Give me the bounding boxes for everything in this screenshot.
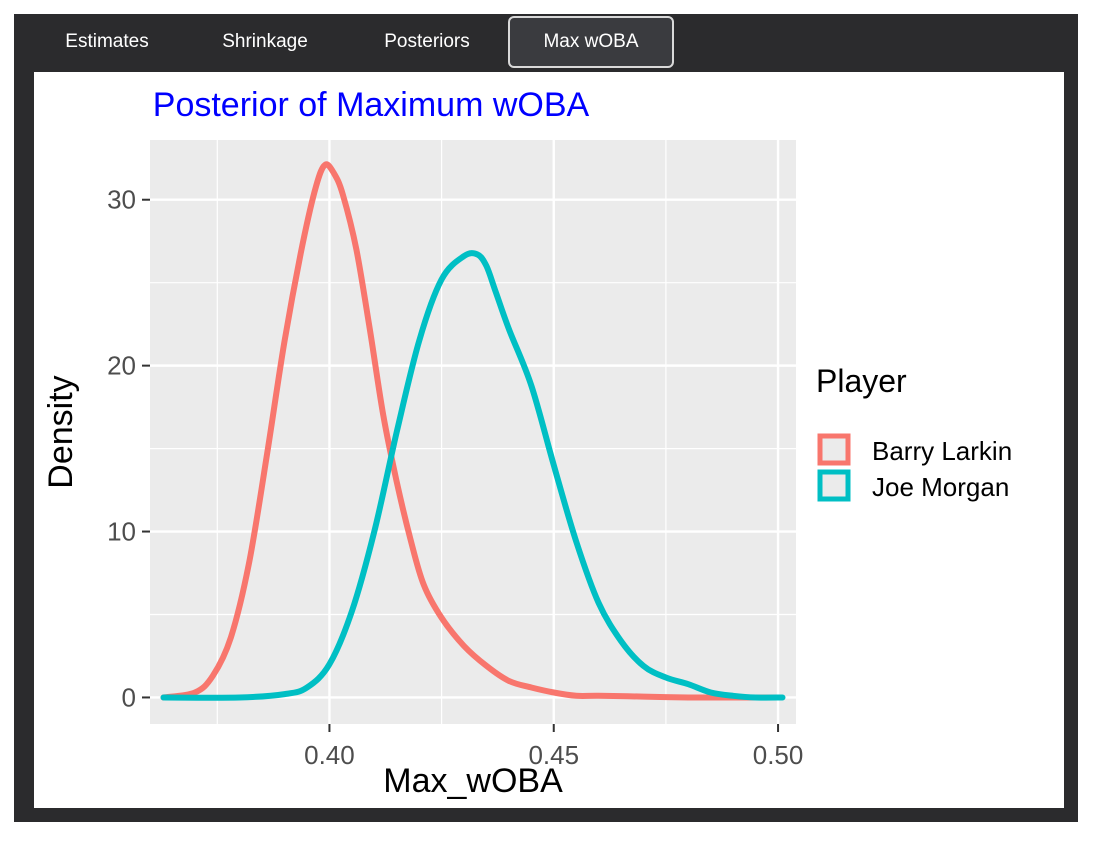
chart-title: Posterior of Maximum wOBA [153,86,590,124]
tab-bar: Estimates Shrinkage Posteriors Max wOBA [14,14,1078,72]
tab-estimates[interactable]: Estimates [42,14,172,70]
tab-posteriors[interactable]: Posteriors [360,14,494,70]
app-window: Estimates Shrinkage Posteriors Max wOBA … [14,14,1078,822]
y-tick-label: 30 [107,185,136,215]
tab-label: Max wOBA [543,31,639,52]
tab-label: Estimates [65,31,149,52]
legend-label-barry-larkin: Barry Larkin [872,436,1012,466]
density-line-joe-morgan [160,250,786,701]
x-axis-title: Max_wOBA [383,762,563,800]
y-axis-title: Density [42,375,80,488]
tab-max-woba[interactable]: Max wOBA [508,16,674,68]
y-tick-label: 10 [107,517,136,547]
tab-shrinkage[interactable]: Shrinkage [200,14,330,70]
legend-key-joe-morgan [817,469,851,502]
legend-label-joe-morgan: Joe Morgan [872,472,1009,502]
plot-panel: Posterior of Maximum wOBA 0.40 0.45 0.50 0 1… [34,72,1064,808]
axis-ticks: 0.40 0.45 0.50 0 10 20 30 [107,185,803,770]
x-tick-label: 0.40 [304,740,355,770]
x-tick-label: 0.45 [528,740,579,770]
series-layer [160,161,786,701]
tab-label: Shrinkage [222,31,308,52]
legend: Player Barry Larkin Joe Morgan [816,363,1012,502]
density-chart: Posterior of Maximum wOBA 0.40 0.45 0.50 0 1… [42,86,1012,800]
tab-label: Posteriors [384,31,470,52]
legend-title: Player [816,363,907,399]
y-tick-label: 0 [122,682,136,712]
y-tick-label: 20 [107,351,136,381]
legend-key-barry-larkin [817,433,851,466]
density-line-barry-larkin [160,161,782,701]
x-tick-label: 0.50 [753,740,804,770]
minor-gridlines [150,140,796,724]
plot-background [150,140,796,724]
